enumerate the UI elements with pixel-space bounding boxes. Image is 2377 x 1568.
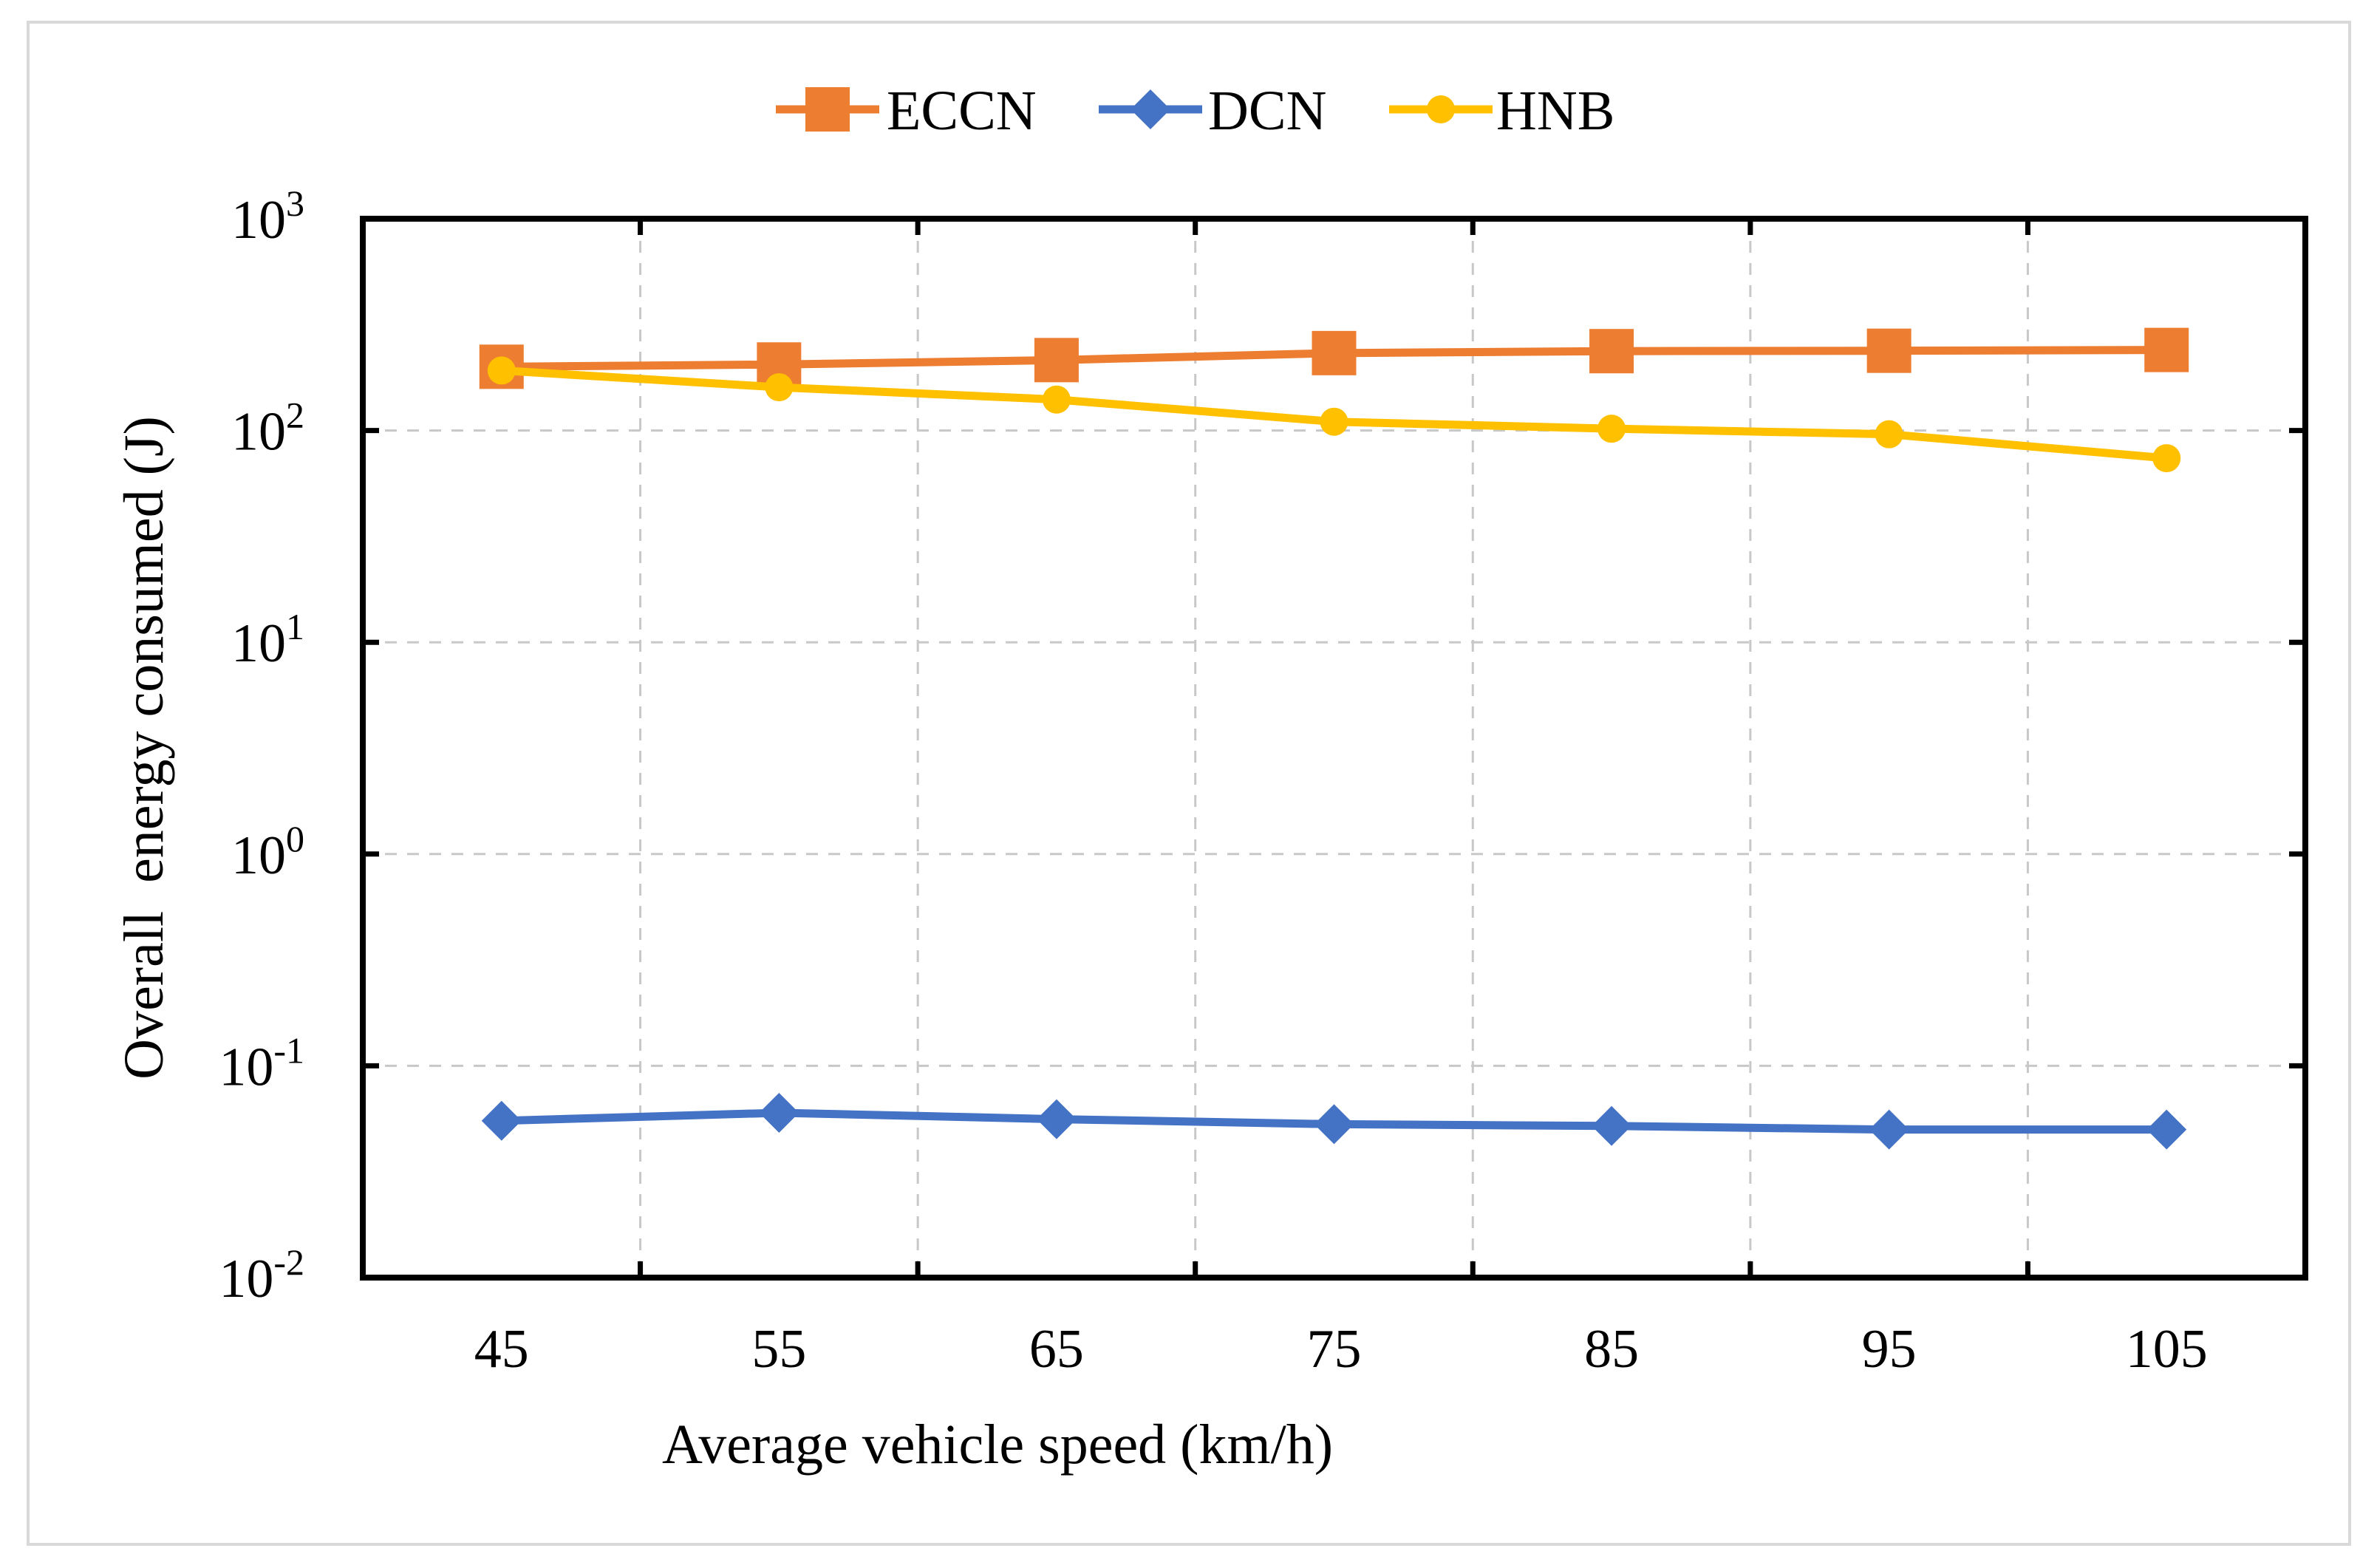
grid [363, 219, 2305, 1278]
data-point-dcn [759, 1092, 799, 1133]
data-point-dcn [2146, 1109, 2187, 1150]
data-point-hnb [1320, 407, 1348, 436]
x-tick-label: 85 [1584, 1319, 1639, 1380]
chart-frame [27, 21, 2351, 1546]
data-point-dcn [1314, 1104, 1354, 1145]
legend-item-dcn: DCN [1099, 80, 1326, 142]
y-tick-label: 101 [231, 606, 304, 674]
x-tick-labels: 45 55 65 75 85 95 105 [474, 1319, 2208, 1380]
x-tick-label: 105 [2126, 1319, 2208, 1380]
x-tick-label: 75 [1307, 1319, 1362, 1380]
data-point-eccn [1589, 329, 1634, 374]
y-axis-title: Overall energy consumed (J) [113, 416, 175, 1080]
data-point-eccn [1034, 338, 1079, 383]
series-hnb [487, 356, 2181, 473]
legend: ECCN DCN HNB [776, 80, 1614, 142]
x-tick-label: 55 [751, 1319, 806, 1380]
legend-item-eccn: ECCN [776, 80, 1037, 142]
data-point-dcn [481, 1100, 522, 1141]
legend-item-hnb: HNB [1389, 80, 1614, 142]
data-point-hnb [487, 356, 516, 385]
plot-area [360, 216, 2308, 1281]
data-point-dcn [1869, 1109, 1909, 1150]
series-dcn [481, 1092, 2187, 1150]
data-point-eccn [1866, 328, 1912, 373]
data-point-hnb [2152, 444, 2181, 473]
y-tick-label: 10-2 [219, 1241, 304, 1309]
data-point-hnb [1875, 420, 1903, 449]
x-tick-label: 45 [474, 1319, 529, 1380]
data-point-dcn [1592, 1105, 1632, 1146]
y-tick-label: 102 [231, 395, 304, 463]
legend-label: ECCN [887, 80, 1037, 142]
data-point-dcn [1036, 1099, 1077, 1139]
legend-marker-eccn [805, 87, 850, 132]
x-tick-label: 65 [1029, 1319, 1084, 1380]
legend-label: HNB [1496, 80, 1614, 142]
data-point-eccn [1312, 330, 1357, 375]
y-tick-label: 100 [231, 818, 304, 886]
legend-marker-hnb [1427, 95, 1455, 123]
series-eccn [479, 327, 2189, 389]
data-point-eccn [2144, 327, 2189, 372]
axis-ticks [363, 216, 2305, 1281]
series-layer [479, 327, 2189, 1150]
x-tick-label: 95 [1862, 1319, 1917, 1380]
data-point-hnb [1597, 415, 1626, 443]
data-point-hnb [765, 373, 794, 402]
data-point-hnb [1042, 385, 1071, 414]
legend-marker-dcn [1130, 89, 1170, 129]
x-axis-title: Average vehicle speed (km/h) [662, 1414, 1333, 1476]
y-tick-label: 10-1 [219, 1029, 304, 1097]
y-tick-label: 103 [231, 183, 304, 250]
y-tick-labels: 10-2 10-1 100 101 102 103 [219, 183, 304, 1309]
legend-label: DCN [1208, 80, 1326, 142]
